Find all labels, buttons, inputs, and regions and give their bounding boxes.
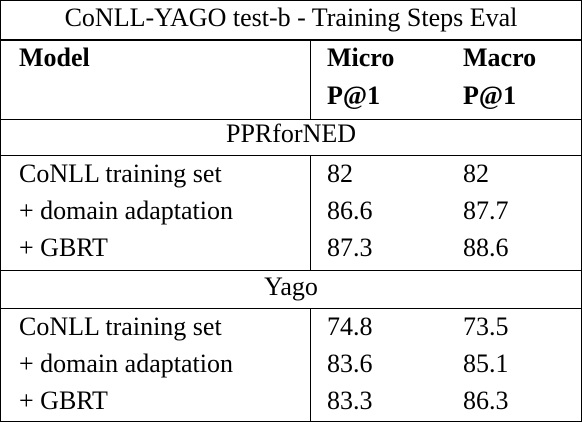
section-rule	[1, 308, 581, 309]
section-title-yago: Yago	[264, 272, 318, 301]
title-rule	[1, 39, 581, 41]
table-cell-model: + domain adaptation	[19, 349, 233, 378]
table-cell-model: + domain adaptation	[19, 196, 233, 225]
table-cell-micro: 86.6	[327, 196, 373, 225]
table-cell-micro: 74.8	[327, 312, 373, 341]
table-title: CoNLL-YAGO test-b - Training Steps Eval	[64, 3, 518, 32]
header-micro: Micro	[327, 43, 395, 72]
table-cell-micro: 83.6	[327, 349, 373, 378]
table-cell-model: + GBRT	[19, 386, 108, 415]
header-macro: Macro	[463, 43, 537, 72]
section-rule	[1, 155, 581, 156]
section-title-pprforned: PPRforNED	[225, 119, 356, 148]
table-cell-model: CoNLL training set	[19, 312, 222, 341]
table-cell-macro: 87.7	[463, 196, 509, 225]
table-cell-model: + GBRT	[19, 233, 108, 262]
table-cell-micro: 83.3	[327, 386, 373, 415]
section-rule	[1, 270, 581, 271]
column-divider	[310, 308, 311, 421]
table-cell-micro: 87.3	[327, 233, 373, 262]
table-cell-macro: 73.5	[463, 312, 509, 341]
table-cell-macro: 82	[463, 159, 489, 188]
table-cell-macro: 85.1	[463, 349, 509, 378]
header-macro-p1: P@1	[463, 81, 517, 110]
column-divider	[310, 155, 311, 270]
header-rule	[1, 119, 581, 120]
header-model: Model	[19, 43, 90, 72]
table-cell-micro: 82	[327, 159, 353, 188]
header-micro-p1: P@1	[327, 81, 381, 110]
table-cell-macro: 86.3	[463, 386, 509, 415]
table-cell-model: CoNLL training set	[19, 159, 222, 188]
table-cell-macro: 88.6	[463, 233, 509, 262]
column-divider	[310, 39, 311, 119]
